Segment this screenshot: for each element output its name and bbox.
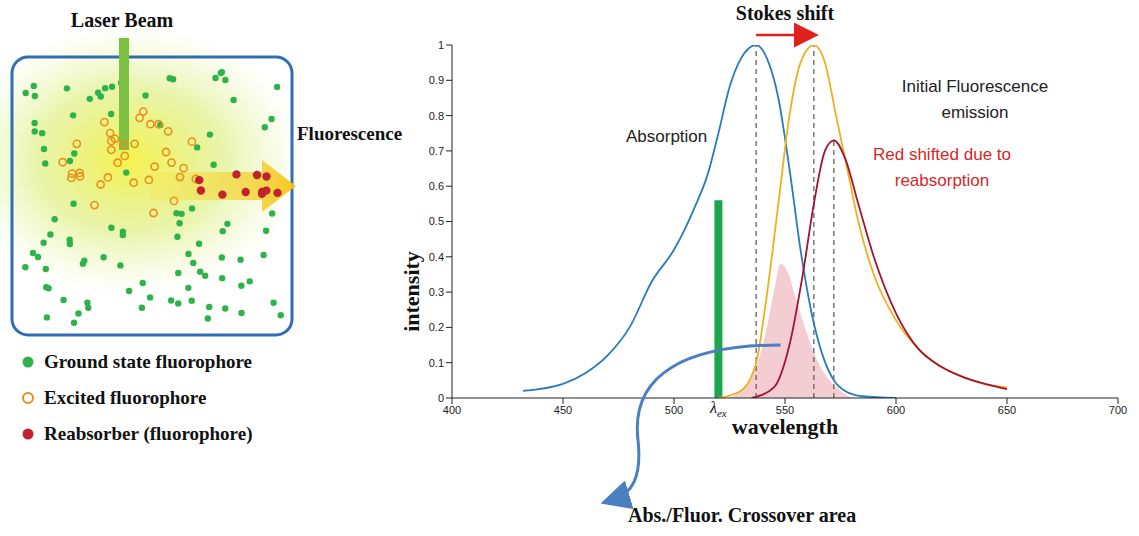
svg-text:700: 700 xyxy=(1109,404,1127,416)
svg-text:λex: λex xyxy=(709,399,727,419)
svg-text:Laser Beam: Laser Beam xyxy=(71,9,174,31)
svg-text:Stokes shift: Stokes shift xyxy=(736,2,835,24)
svg-text:wavelength: wavelength xyxy=(732,414,838,439)
svg-text:Red shifted due toreabsorption: Red shifted due toreabsorption xyxy=(873,145,1011,190)
svg-text:Absorption: Absorption xyxy=(626,127,707,146)
svg-text:0.6: 0.6 xyxy=(429,180,444,192)
svg-text:Fluorescence: Fluorescence xyxy=(297,123,402,144)
svg-text:0.1: 0.1 xyxy=(429,357,444,369)
svg-text:Initial Fluorescenceemission: Initial Fluorescenceemission xyxy=(902,77,1048,122)
svg-text:Reabsorber (fluorophore): Reabsorber (fluorophore) xyxy=(44,423,252,445)
svg-text:600: 600 xyxy=(887,404,905,416)
svg-text:1: 1 xyxy=(438,39,444,51)
svg-text:0.8: 0.8 xyxy=(429,110,444,122)
svg-text:400: 400 xyxy=(443,404,461,416)
svg-text:Excited fluorophore: Excited fluorophore xyxy=(44,387,206,408)
svg-text:intensity: intensity xyxy=(399,251,424,332)
svg-text:Ground state fluorophore: Ground state fluorophore xyxy=(44,351,252,372)
svg-text:0.2: 0.2 xyxy=(429,321,444,333)
svg-text:0.7: 0.7 xyxy=(429,145,444,157)
svg-text:650: 650 xyxy=(998,404,1016,416)
svg-text:Abs./Fluor. Crossover area: Abs./Fluor. Crossover area xyxy=(628,504,856,526)
svg-text:450: 450 xyxy=(554,404,572,416)
svg-text:0.4: 0.4 xyxy=(429,251,444,263)
svg-text:0: 0 xyxy=(438,392,444,404)
svg-text:500: 500 xyxy=(665,404,683,416)
svg-text:550: 550 xyxy=(776,404,794,416)
svg-text:0.9: 0.9 xyxy=(429,74,444,86)
svg-text:0.3: 0.3 xyxy=(429,286,444,298)
svg-text:0.5: 0.5 xyxy=(429,215,444,227)
